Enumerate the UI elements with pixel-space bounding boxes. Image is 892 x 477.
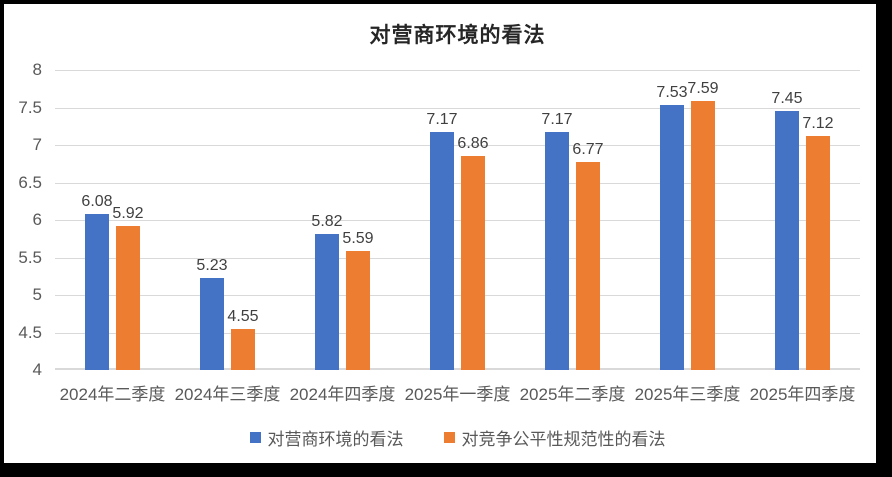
gridline: [55, 145, 860, 146]
legend-label: 对营商环境的看法: [267, 430, 404, 449]
y-axis-label: 4: [32, 360, 42, 379]
bar-group: 6.08 5.92: [55, 70, 170, 370]
bar-value-label: 7.59: [687, 79, 719, 97]
x-axis-label: 2024年二季度: [59, 385, 166, 404]
gridline: [55, 295, 860, 296]
bar: 5.92: [112, 205, 144, 370]
legend-item: 对营商环境的看法: [249, 425, 404, 450]
bar-value-label: 7.17: [541, 111, 573, 129]
chart-canvas: 对营商环境的看法 8 7.5 7 6.5 6 5.5 5 4.5 4 6.08 5.92 5.23 4…: [4, 4, 876, 463]
legend: 对营商环境的看法 对竞争公平性规范性的看法: [55, 425, 860, 450]
y-axis-label: 7.5: [18, 97, 42, 117]
y-axis-label: 6: [32, 210, 42, 229]
x-axis-label: 2025年三季度: [634, 385, 741, 404]
bar: 6.77: [572, 141, 604, 370]
bar-value-label: 5.23: [196, 256, 228, 274]
plot-area: 6.08 5.92 5.23 4.55 5.82 5.59 7.17 6.86 7.17 6.77…: [55, 70, 860, 370]
y-axis-label: 5.5: [18, 247, 42, 267]
bar-value-label: 7.12: [802, 115, 834, 132]
gridline: [55, 220, 860, 221]
gridline: [55, 70, 860, 71]
bar: 4.55: [227, 308, 259, 370]
x-axis: 2024年二季度 2024年三季度 2024年四季度 2025年一季度 2025年二季度…: [55, 380, 860, 405]
x-axis-label: 2025年二季度: [519, 385, 626, 404]
y-axis: 8 7.5 7 6.5 6 5.5 5 4.5 4: [4, 61, 44, 379]
bar: 7.17: [426, 111, 458, 370]
bar-value-label: 6.77: [572, 141, 604, 159]
bar-value-label: 5.92: [112, 205, 144, 222]
gridline: [55, 182, 860, 184]
bar-value-label: 5.82: [311, 212, 343, 230]
bar-value-label: 7.17: [426, 111, 458, 129]
bar-value-label: 6.86: [457, 134, 489, 152]
bar: 7.17: [541, 111, 573, 370]
bar: 7.59: [687, 80, 719, 370]
y-axis-label: 7: [32, 135, 42, 154]
x-axis-label: 2024年四季度: [289, 385, 396, 404]
y-axis-label: 4.5: [18, 322, 42, 342]
y-axis-label: 5: [32, 285, 42, 304]
legend-swatch-icon: [249, 432, 261, 443]
y-axis-label: 6.5: [18, 172, 42, 192]
bar-value-label: 6.08: [81, 193, 113, 210]
bar-value-label: 7.45: [771, 90, 803, 108]
gridline: [55, 107, 860, 109]
bar: 5.82: [311, 213, 343, 370]
bar-group: 5.23 4.55: [170, 70, 285, 370]
bar-group: 7.17 6.77: [515, 70, 630, 370]
gridline: [55, 257, 860, 259]
bar-value-label: 5.59: [342, 229, 374, 247]
bar: 7.53: [656, 84, 688, 370]
bar: 5.59: [342, 230, 374, 370]
x-axis-label: 2025年四季度: [749, 385, 856, 404]
bar-value-label: 7.53: [656, 84, 688, 102]
x-axis-label: 2025年一季度: [404, 385, 511, 404]
y-axis-label: 8: [32, 60, 42, 79]
bar-group: 7.17 6.86: [400, 70, 515, 370]
x-axis-line: [55, 368, 860, 370]
bar: 7.12: [802, 115, 834, 370]
bar: 6.08: [81, 193, 113, 370]
legend-label: 对竞争公平性规范性的看法: [461, 430, 666, 449]
bar-group: 7.53 7.59: [630, 70, 745, 370]
chart-title: 对营商环境的看法: [369, 23, 546, 47]
gridline: [55, 332, 860, 334]
legend-swatch-icon: [443, 432, 455, 443]
bar-group: 5.82 5.59: [285, 70, 400, 370]
bar: 5.23: [196, 257, 228, 370]
legend-item: 对竞争公平性规范性的看法: [443, 425, 666, 450]
bar-value-label: 4.55: [227, 307, 259, 325]
bar: 7.45: [771, 90, 803, 370]
x-axis-label: 2024年三季度: [174, 385, 281, 404]
bar-group: 7.45 7.12: [745, 70, 860, 370]
bar: 6.86: [457, 135, 489, 370]
